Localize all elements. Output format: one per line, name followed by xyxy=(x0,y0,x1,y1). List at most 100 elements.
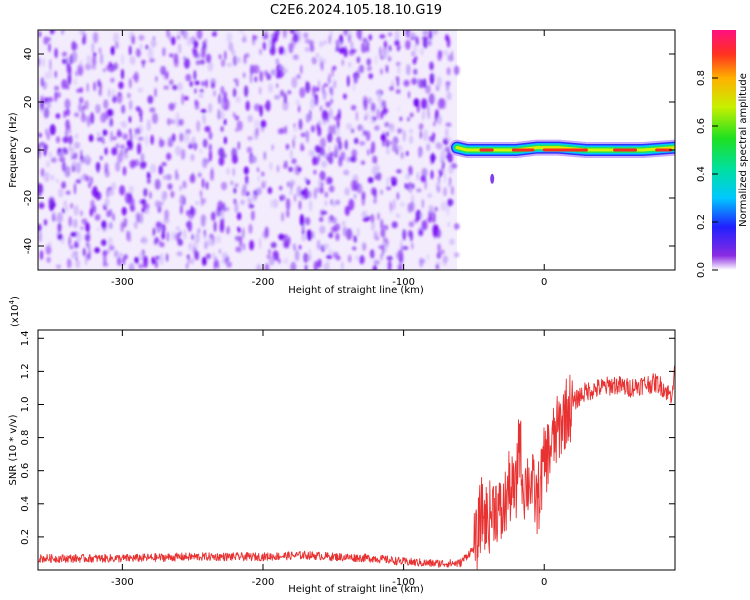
spectrogram-marks xyxy=(38,30,675,270)
noise-cell xyxy=(65,108,71,117)
noise-cell xyxy=(259,87,262,95)
noise-cell xyxy=(200,108,207,114)
noise-cell xyxy=(54,85,60,91)
noise-cell xyxy=(335,255,341,261)
noise-cell xyxy=(54,70,57,79)
noise-cell xyxy=(235,80,239,87)
noise-cell xyxy=(38,143,42,154)
noise-cell xyxy=(195,60,201,66)
noise-cell xyxy=(270,242,277,249)
noise-cell xyxy=(318,147,325,156)
noise-cell xyxy=(41,168,45,177)
noise-cell xyxy=(354,255,360,261)
noise-cell xyxy=(343,30,348,36)
noise-cell xyxy=(196,30,203,40)
noise-cell xyxy=(443,139,447,145)
noise-cell xyxy=(366,215,370,221)
noise-cell xyxy=(422,30,429,36)
noise-cell xyxy=(75,70,78,77)
noise-cell xyxy=(426,253,430,261)
noise-cell xyxy=(158,165,164,175)
noise-cell xyxy=(446,67,451,76)
noise-cell xyxy=(303,187,309,200)
noise-cell xyxy=(56,136,60,144)
noise-cell xyxy=(380,253,383,261)
noise-cell xyxy=(280,127,287,134)
noise-cell xyxy=(104,147,108,156)
noise-cell xyxy=(146,119,151,132)
noise-cell xyxy=(417,78,420,88)
noise-cell xyxy=(140,43,143,50)
noise-cell xyxy=(409,128,413,134)
noise-cell xyxy=(333,65,337,71)
noise-cell xyxy=(411,51,415,57)
noise-cell xyxy=(220,181,228,191)
snr-plot: -300 -200 -100 0 0.2 0.4 0.6 0.8 1.0 1.2 1.4 Heigh… xyxy=(8,296,676,595)
noise-cell xyxy=(290,182,293,192)
noise-cell xyxy=(82,36,85,45)
noise-cell xyxy=(170,231,177,241)
noise-cell xyxy=(405,173,411,180)
noise-cell xyxy=(82,105,85,110)
noise-cell xyxy=(260,171,265,177)
noise-cell xyxy=(396,75,400,87)
noise-cell xyxy=(416,188,422,193)
noise-cell xyxy=(86,82,89,93)
noise-cell xyxy=(418,150,421,159)
noise-cell xyxy=(63,110,66,118)
noise-cell xyxy=(86,175,90,183)
spectrogram-xtick-label: -200 xyxy=(252,277,275,288)
noise-cell xyxy=(338,46,345,54)
noise-cell xyxy=(317,177,322,188)
noise-cell xyxy=(147,47,154,60)
noise-cell xyxy=(158,240,162,247)
noise-cell xyxy=(49,58,52,71)
noise-cell xyxy=(309,44,315,53)
noise-speckle xyxy=(38,30,460,270)
noise-cell xyxy=(146,178,151,184)
noise-cell xyxy=(450,185,454,196)
noise-cell xyxy=(202,138,208,148)
noise-cell xyxy=(232,88,237,98)
noise-cell xyxy=(48,151,52,158)
colorbar-gradient xyxy=(712,30,736,270)
noise-cell xyxy=(419,257,424,268)
noise-cell xyxy=(356,227,360,238)
noise-cell xyxy=(306,179,311,185)
noise-cell xyxy=(416,104,420,113)
noise-cell xyxy=(163,217,170,224)
noise-cell xyxy=(293,134,297,140)
noise-cell xyxy=(191,233,194,241)
noise-cell xyxy=(177,82,183,91)
noise-cell xyxy=(353,137,359,145)
noise-cell xyxy=(367,176,374,184)
noise-cell xyxy=(44,72,49,80)
noise-cell xyxy=(395,213,401,218)
noise-cell xyxy=(319,40,324,48)
noise-cell xyxy=(54,217,58,222)
noise-cell xyxy=(283,160,288,166)
noise-cell xyxy=(371,252,375,259)
noise-cell xyxy=(68,216,73,227)
noise-cell xyxy=(41,82,44,87)
noise-cell xyxy=(108,245,115,251)
noise-cell xyxy=(270,199,274,209)
noise-cell xyxy=(267,186,273,195)
noise-cell xyxy=(373,198,377,204)
noise-cell xyxy=(287,90,292,95)
noise-cell xyxy=(428,93,435,105)
noise-cell xyxy=(389,205,393,214)
noise-cell xyxy=(411,77,418,85)
snr-ytick-label: 0.4 xyxy=(20,496,31,512)
noise-cell xyxy=(440,201,447,212)
noise-cell xyxy=(151,256,155,265)
noise-cell xyxy=(62,58,67,65)
noise-cell xyxy=(169,79,174,86)
noise-cell xyxy=(270,69,276,76)
noise-cell xyxy=(161,190,167,202)
noise-cell xyxy=(93,81,96,92)
noise-cell xyxy=(386,186,392,191)
noise-cell xyxy=(210,211,216,221)
noise-cell xyxy=(51,213,55,222)
noise-cell xyxy=(355,73,359,83)
